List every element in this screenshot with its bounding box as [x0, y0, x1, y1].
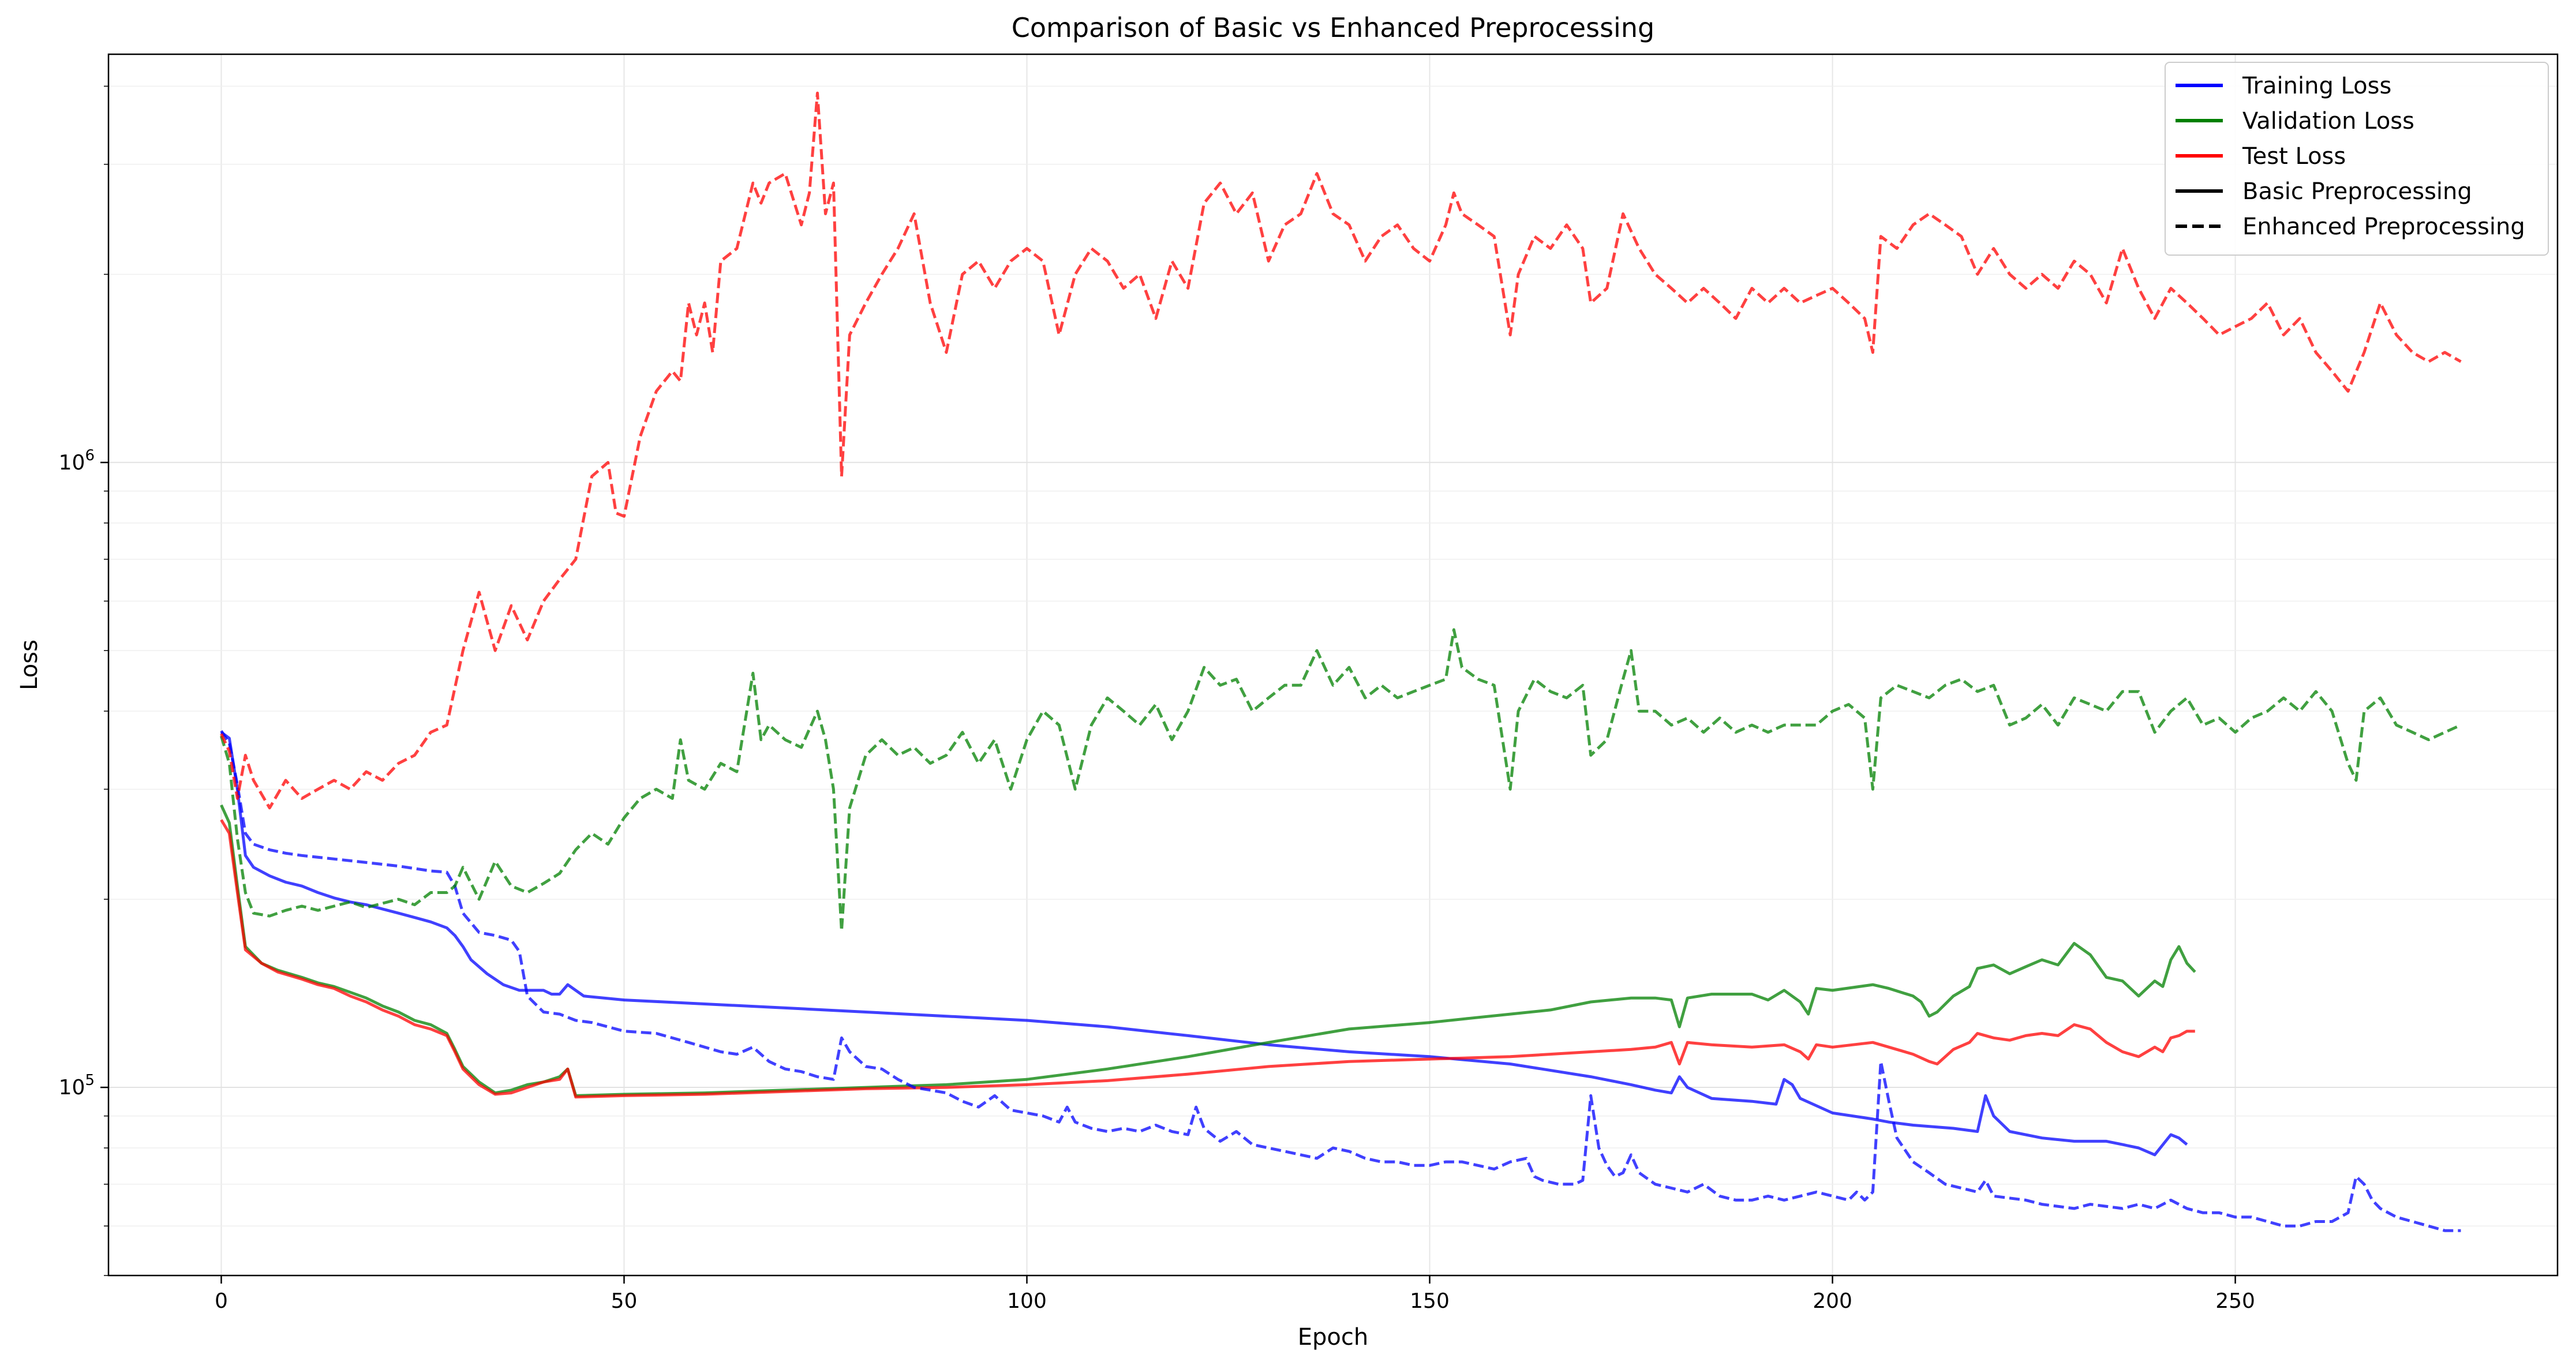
legend: Training Loss Validation Loss Test Loss Bas… — [2165, 62, 2549, 256]
series-line-validation-loss-enhanced — [220, 628, 2462, 933]
y-tick-label: 106 — [59, 447, 95, 474]
x-tick-label: 50 — [611, 1289, 638, 1313]
x-tick-label: 200 — [1813, 1289, 1852, 1313]
series-line-training-loss-enhanced — [220, 730, 2461, 1232]
series-layer — [220, 91, 2462, 1232]
y-axis-label: Loss — [16, 639, 43, 690]
x-tick-label: 250 — [2215, 1289, 2255, 1313]
legend-label: Training Loss — [2242, 73, 2391, 99]
y-tick-label: 105 — [59, 1072, 95, 1099]
x-tick-label: 150 — [1410, 1289, 1450, 1313]
plot-frame — [107, 53, 2559, 1277]
legend-label: Test Loss — [2242, 143, 2346, 170]
legend-label: Validation Loss — [2242, 108, 2414, 134]
legend-label: Basic Preprocessing — [2242, 178, 2472, 205]
series-line-test-loss-basic — [220, 819, 2195, 1099]
x-tick-label: 100 — [1007, 1289, 1047, 1313]
series-line-test-loss-enhanced — [220, 91, 2462, 810]
x-tick-label: 0 — [215, 1289, 228, 1313]
series-line-validation-loss-basic — [220, 804, 2196, 1097]
legend-label: Enhanced Preprocessing — [2242, 214, 2525, 240]
legend-box — [2165, 62, 2549, 256]
x-axis-label: Epoch — [1298, 1324, 1368, 1351]
chart-title: Comparison of Basic vs Enhanced Preproce… — [1012, 12, 1654, 43]
axes: 0 50 100 150 200 250 105 106 — [59, 85, 2255, 1313]
series-line-training-loss-basic — [220, 731, 2188, 1157]
